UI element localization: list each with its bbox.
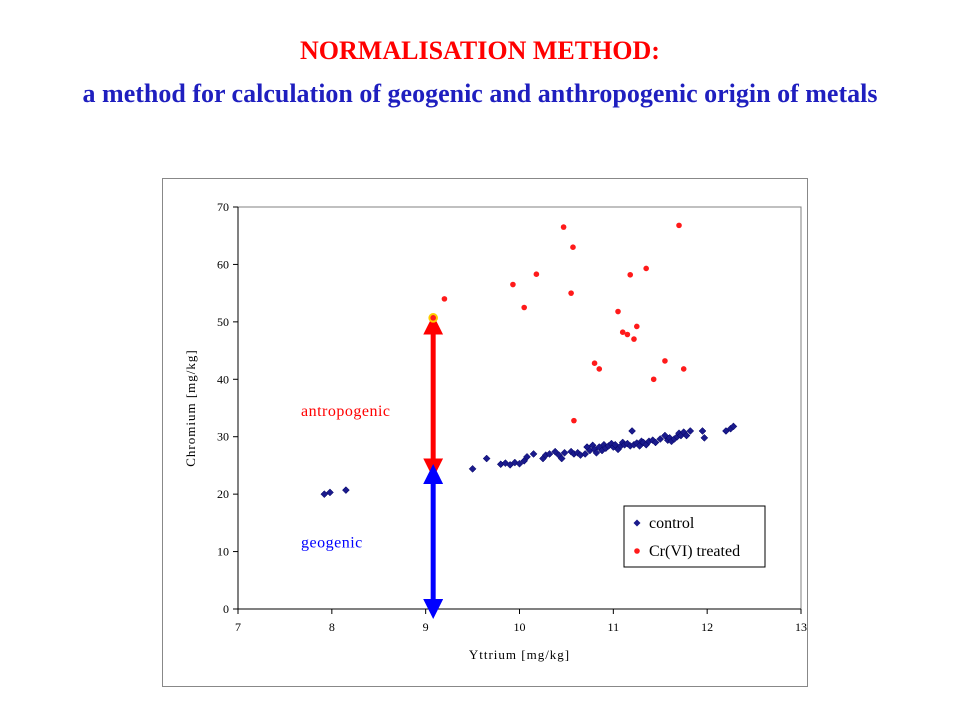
control-point [686,427,695,435]
treated-point [624,331,631,338]
antropogenic-label: antropogenic [301,403,391,420]
treated-point [521,304,527,311]
treated-point [510,281,516,288]
control-point [529,450,538,458]
control-point [611,440,620,449]
control-point [523,452,531,461]
x-tick-label: 11 [608,620,620,634]
control-point [342,486,350,494]
treated-point [650,376,657,383]
treated-point [680,366,687,372]
geogenic-label: geogenic [301,535,363,552]
x-tick-label: 8 [329,620,335,634]
control-point [656,435,665,443]
legend-control-label: control [649,515,695,532]
legend-treated-label: Cr(VI) treated [649,543,740,560]
treated-point [560,224,567,230]
y-tick-label: 30 [217,430,229,444]
data-points [320,222,738,498]
control-point [592,448,601,457]
y-tick-label: 60 [217,257,229,271]
x-tick-label: 13 [795,620,807,634]
highlighted-treated-point [428,313,438,323]
x-tick-label: 12 [701,620,713,634]
control-point [468,465,477,473]
control-point [628,427,636,435]
control-point [326,488,334,497]
control-point [581,450,590,458]
treated-point [570,244,576,250]
treated-point [619,329,626,335]
y-axis-title: Chromium [mg/kg] [183,349,198,466]
control-point [729,422,738,431]
treated-point [591,360,598,367]
treated-point [568,290,574,296]
control-point [545,450,554,458]
y-tick-label: 20 [217,487,229,501]
page-subtitle: a method for calculation of geogenic and… [82,79,878,108]
treated-point [627,271,634,278]
x-axis-title: Yttrium [mg/kg] [469,647,570,662]
axes: 0 10 20 30 40 50 60 70 7 8 9 10 11 12 13 [217,200,807,634]
treated-point [631,336,637,342]
scatter-chart: 0 10 20 30 40 50 60 70 7 8 9 10 11 12 13 antropogenic g… [183,200,807,662]
treated-point [662,358,668,364]
treated-point [596,366,603,372]
control-point [560,448,569,457]
treated-point [615,308,621,315]
y-tick-label: 40 [217,372,229,386]
treated-point [533,271,540,277]
legend-box [623,505,766,568]
y-tick-label: 50 [217,315,229,329]
x-tick-label: 7 [235,620,241,634]
control-point [651,438,660,447]
legend-treated-marker [634,548,640,554]
treated-point [571,417,577,424]
control-point [682,431,691,440]
page-title: NORMALISATION METHOD: [300,36,660,65]
control-point [515,459,524,468]
control-point [557,454,566,463]
treated-point [441,296,448,302]
annotations: antropogenic geogenic [301,314,444,619]
treated-point [633,323,640,330]
control-point [700,434,709,442]
treated-point [676,222,682,229]
x-tick-label: 9 [423,620,429,634]
control-point [698,427,707,435]
treated-point [643,265,649,272]
chart-frame: 0 10 20 30 40 50 60 70 7 8 9 10 11 12 13 antropogenic g… [162,178,808,687]
control-point [482,454,491,463]
y-tick-label: 70 [217,200,229,214]
y-tick-label: 0 [223,602,229,616]
x-tick-label: 10 [514,620,526,634]
y-tick-label: 10 [217,545,229,559]
legend-control-marker [633,519,641,527]
legend: control Cr(VI) treated [623,505,766,568]
